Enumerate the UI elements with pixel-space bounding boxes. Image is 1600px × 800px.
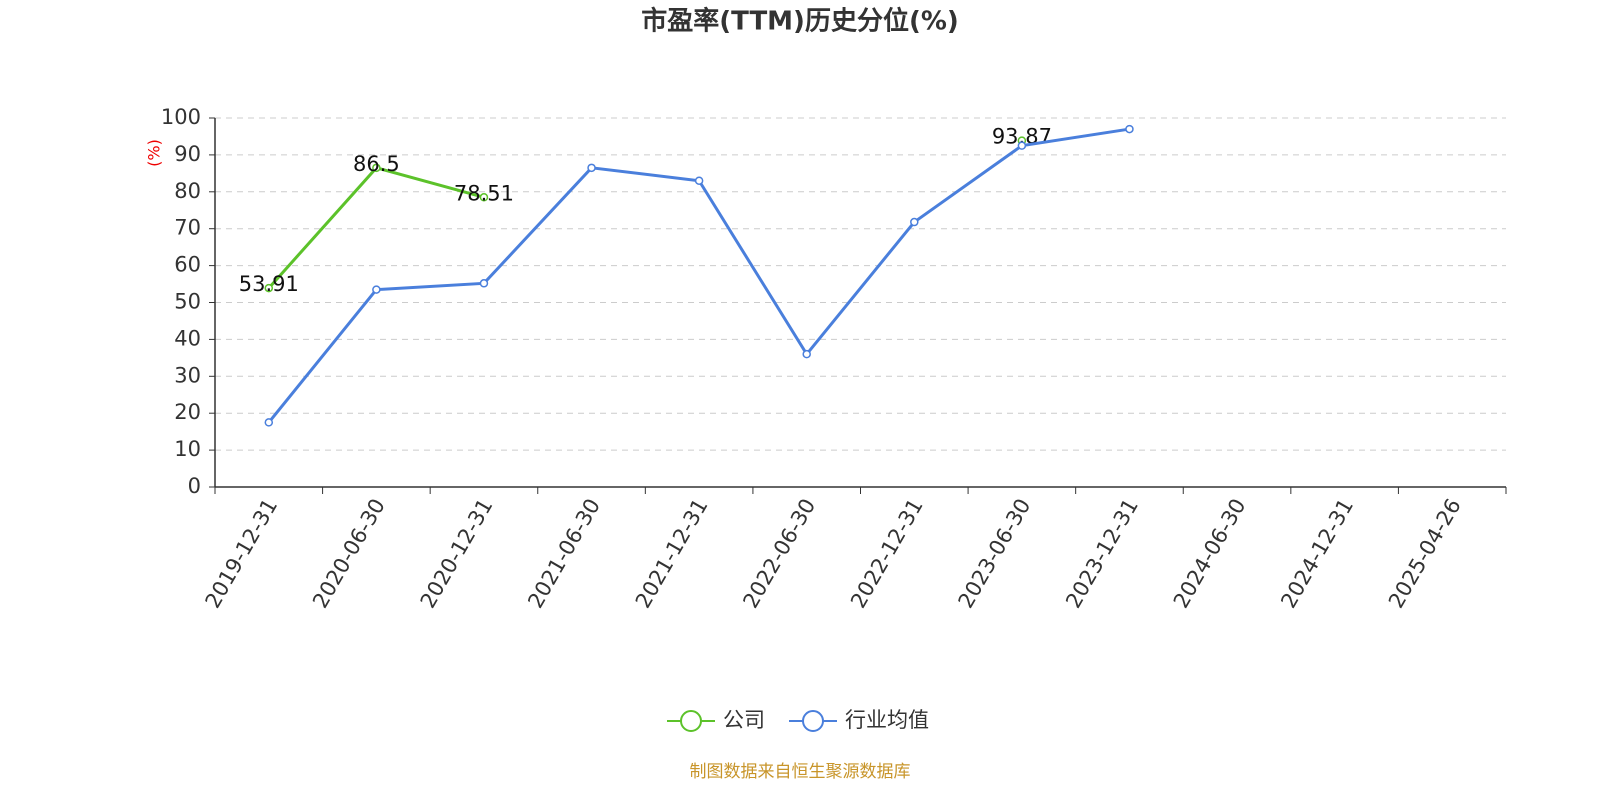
y-tick-label: 80 [174,179,201,203]
point [1017,141,1027,150]
legend-label: 行业均值 [845,708,929,732]
legend-item[interactable]: 公司 [667,708,765,732]
series-line [267,166,485,290]
chart-title: 市盈率(TTM)历史分位(%) [641,6,959,37]
point [372,163,381,173]
y-tick-label: 100 [161,105,201,129]
y-tick-label: 10 [174,437,201,461]
legend-label: 公司 [723,708,765,732]
x-tick-label: 2022-06-30 [738,495,820,613]
point [372,285,381,294]
source-note: 制图数据来自恒生聚源数据库 [690,762,911,782]
point [694,176,704,185]
x-tick-label: 2020-06-30 [308,495,390,613]
point [910,217,919,227]
x-tick-label: 2019-12-31 [201,495,283,613]
x-tick-label: 2023-06-30 [954,495,1036,613]
x-tick-label: 2025-04-26 [1384,495,1466,613]
y-tick-label: 40 [174,326,201,350]
legend-marker [680,710,702,732]
y-tick-label: 60 [174,253,201,277]
x-tick-label: 2022-12-31 [846,495,928,613]
x-tick-label: 2024-06-30 [1169,495,1251,613]
point [587,163,596,173]
point [264,283,274,293]
y-axis-label: (%) [145,139,164,167]
data-label: 53.91 [239,272,299,296]
x-tick-label: 2020-12-31 [416,495,498,613]
point [264,418,274,427]
point [1125,124,1134,134]
y-tick-label: 90 [174,142,201,166]
x-tick-label: 2021-06-30 [523,495,605,613]
legend-marker [802,710,824,732]
data-label: 78.51 [454,181,514,205]
point [802,349,811,359]
y-tick-label: 30 [174,363,201,387]
x-tick-label: 2021-12-31 [631,495,713,613]
x-tick-label: 2024-12-31 [1276,495,1358,613]
legend-item[interactable]: 行业均值 [789,708,929,732]
data-label: 86.5 [353,152,400,176]
y-tick-label: 20 [174,400,201,424]
point [479,279,489,288]
y-tick-label: 70 [174,216,201,240]
x-tick-label: 2023-12-31 [1061,495,1143,613]
y-tick-label: 0 [188,474,201,498]
y-tick-label: 50 [174,290,201,314]
point [479,193,489,202]
